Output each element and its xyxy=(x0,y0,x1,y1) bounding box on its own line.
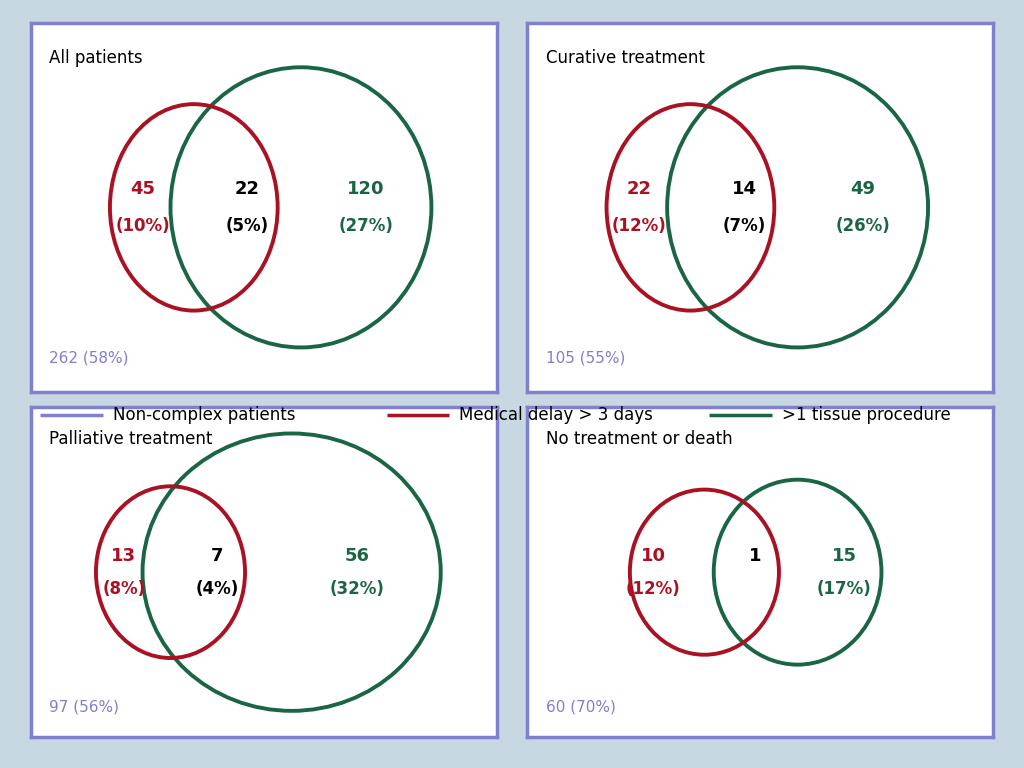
Text: All patients: All patients xyxy=(49,49,143,67)
Text: No treatment or death: No treatment or death xyxy=(546,430,732,449)
Text: 120: 120 xyxy=(347,180,385,198)
Text: 45: 45 xyxy=(130,180,155,198)
Text: 56: 56 xyxy=(344,547,370,564)
Text: (26%): (26%) xyxy=(836,217,890,235)
Text: >1 tissue procedure: >1 tissue procedure xyxy=(781,406,950,425)
Text: 15: 15 xyxy=(831,547,857,564)
Text: (7%): (7%) xyxy=(722,217,766,235)
Text: Curative treatment: Curative treatment xyxy=(546,49,705,67)
Text: 49: 49 xyxy=(850,180,876,198)
Text: (5%): (5%) xyxy=(226,217,269,235)
Text: Non-complex patients: Non-complex patients xyxy=(113,406,295,425)
Text: 7: 7 xyxy=(211,547,223,564)
Text: (12%): (12%) xyxy=(611,217,667,235)
Text: 22: 22 xyxy=(234,180,260,198)
Text: 97 (56%): 97 (56%) xyxy=(49,699,120,714)
Text: (17%): (17%) xyxy=(817,580,871,598)
Text: (10%): (10%) xyxy=(116,217,170,235)
Text: (8%): (8%) xyxy=(102,580,145,598)
Text: 60 (70%): 60 (70%) xyxy=(546,699,615,714)
Text: Palliative treatment: Palliative treatment xyxy=(49,430,213,449)
Text: 10: 10 xyxy=(641,547,666,564)
Text: 105 (55%): 105 (55%) xyxy=(546,351,626,366)
Text: 22: 22 xyxy=(627,180,651,198)
Text: (12%): (12%) xyxy=(626,580,681,598)
Text: (27%): (27%) xyxy=(339,217,393,235)
Text: 1: 1 xyxy=(750,547,762,564)
Text: (32%): (32%) xyxy=(330,580,384,598)
Text: 262 (58%): 262 (58%) xyxy=(49,351,129,366)
Text: (4%): (4%) xyxy=(196,580,239,598)
Text: Medical delay > 3 days: Medical delay > 3 days xyxy=(459,406,653,425)
Text: 13: 13 xyxy=(112,547,136,564)
Text: 14: 14 xyxy=(731,180,757,198)
